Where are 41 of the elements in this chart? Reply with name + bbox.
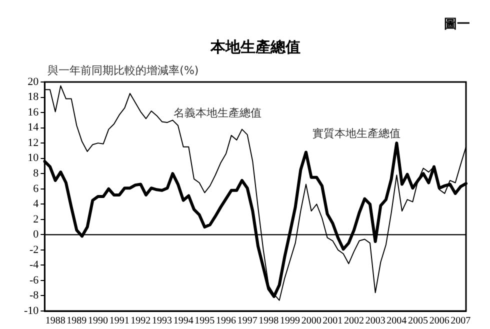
x-tick-label: 2001 bbox=[322, 316, 343, 327]
x-tick-label: 2006 bbox=[429, 316, 450, 327]
y-tick-label: 14 bbox=[28, 122, 40, 134]
y-tick-label: 12 bbox=[28, 136, 39, 149]
x-tick-label: 1998 bbox=[258, 316, 279, 327]
x-tick-label: 1988 bbox=[45, 316, 66, 327]
x-tick-label: 2002 bbox=[344, 316, 364, 327]
x-tick-label: 1996 bbox=[216, 316, 236, 327]
y-tick-label: 0 bbox=[33, 228, 40, 241]
x-tick-label: 2000 bbox=[301, 316, 322, 327]
y-tick-label: -6 bbox=[29, 274, 40, 286]
y-tick-label: -8 bbox=[29, 290, 40, 302]
x-tick-label: 1993 bbox=[152, 316, 172, 327]
y-tick-label: 10 bbox=[28, 152, 40, 164]
y-tick-label: 4 bbox=[33, 198, 40, 210]
x-tick-label: 1992 bbox=[130, 316, 151, 327]
y-tick-label: -4 bbox=[29, 259, 40, 272]
y-tick-label: 2 bbox=[33, 213, 39, 226]
y-tick-label: 16 bbox=[28, 106, 40, 118]
x-tick-label: 2004 bbox=[386, 316, 407, 327]
x-tick-label: 1991 bbox=[109, 316, 130, 327]
series-label: 名義本地生產總值 bbox=[173, 106, 262, 120]
y-tick-label: 8 bbox=[33, 167, 40, 180]
x-tick-label: 1994 bbox=[173, 316, 194, 327]
x-tick-label: 1989 bbox=[66, 316, 87, 327]
x-tick-label: 1990 bbox=[88, 316, 108, 327]
x-tick-label: 2003 bbox=[365, 316, 386, 327]
text: 圖一 bbox=[444, 17, 470, 32]
x-tick-label: 1997 bbox=[237, 316, 258, 327]
y-tick-label: 6 bbox=[33, 182, 40, 195]
x-tick-label: 2007 bbox=[450, 316, 471, 327]
y-axis-title: 與一年前同期比較的增減率(%) bbox=[48, 64, 199, 77]
chart-title: 本地生產總值 bbox=[209, 38, 300, 56]
series-label: 實質本地生產總值 bbox=[312, 126, 400, 140]
x-tick-label: 1999 bbox=[280, 316, 300, 327]
y-tick-label: -10 bbox=[24, 304, 40, 317]
x-tick-label: 1995 bbox=[194, 316, 215, 327]
y-tick-label: 20 bbox=[28, 76, 40, 88]
y-tick-label: 18 bbox=[28, 91, 40, 104]
x-tick-label: 2005 bbox=[408, 316, 428, 327]
y-tick-label: -2 bbox=[29, 244, 39, 256]
